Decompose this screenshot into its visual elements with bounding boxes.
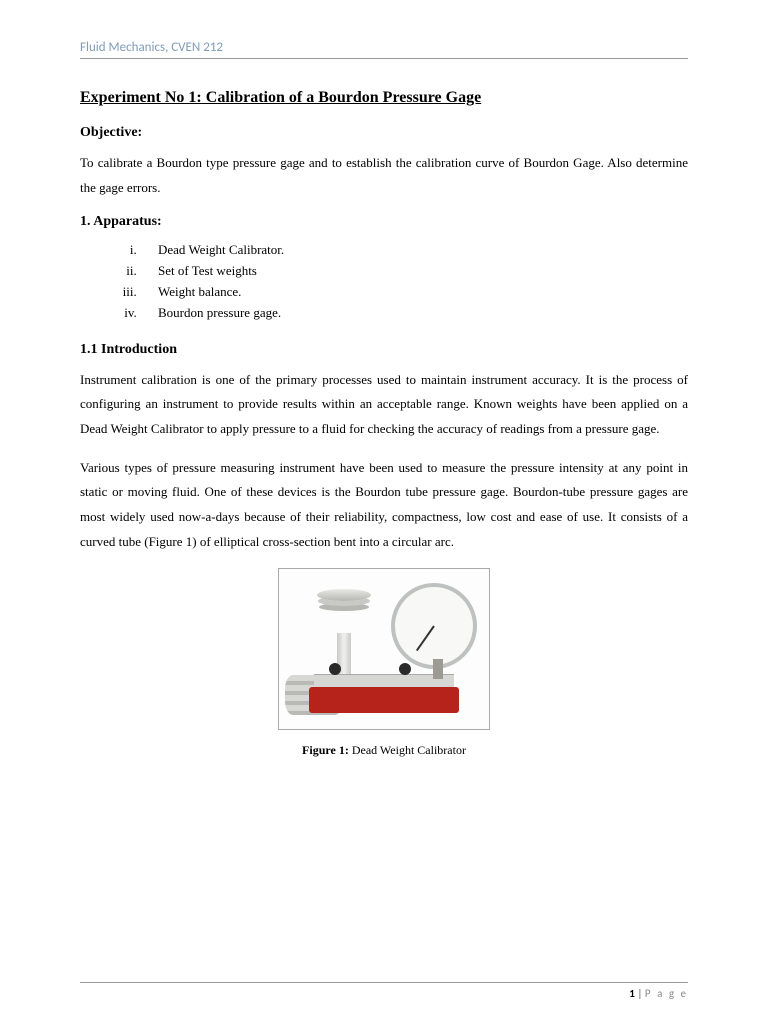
apparatus-item: Bourdon pressure gage. xyxy=(140,303,688,324)
experiment-title: Experiment No 1: Calibration of a Bourdo… xyxy=(80,89,688,107)
piston-platform-icon xyxy=(317,589,371,601)
intro-para-1: Instrument calibration is one of the pri… xyxy=(80,368,688,442)
intro-para-2: Various types of pressure measuring inst… xyxy=(80,456,688,555)
course-code: Fluid Mechanics, CVEN 212 xyxy=(80,40,223,55)
page: Fluid Mechanics, CVEN 212 Experiment No … xyxy=(0,0,768,1024)
dead-weight-calibrator-image xyxy=(278,568,490,730)
page-header: Fluid Mechanics, CVEN 212 xyxy=(80,40,688,59)
page-label: P a g e xyxy=(645,987,688,1000)
introduction-heading: 1.1 Introduction xyxy=(80,342,688,358)
bourdon-gauge-icon xyxy=(391,583,477,669)
apparatus-item: Set of Test weights xyxy=(140,261,688,282)
figure-caption-text: Dead Weight Calibrator xyxy=(352,743,466,757)
figure-1: Figure 1: Dead Weight Calibrator xyxy=(80,568,688,758)
figure-label: Figure 1: xyxy=(302,743,349,757)
objective-text: To calibrate a Bourdon type pressure gag… xyxy=(80,151,688,200)
figure-caption: Figure 1: Dead Weight Calibrator xyxy=(80,743,688,758)
apparatus-item: Weight balance. xyxy=(140,282,688,303)
apparatus-item: Dead Weight Calibrator. xyxy=(140,240,688,261)
page-number: 1 xyxy=(629,987,635,1000)
objective-heading: Objective: xyxy=(80,125,688,141)
apparatus-list: Dead Weight Calibrator. Set of Test weig… xyxy=(140,240,688,323)
red-base-icon xyxy=(309,687,459,713)
apparatus-heading: 1. Apparatus: xyxy=(80,214,688,230)
page-footer: 1 | P a g e xyxy=(80,982,688,1000)
page-divider: | xyxy=(637,987,645,1000)
calibrator-drawing xyxy=(279,569,489,729)
gauge-stem-icon xyxy=(433,659,443,679)
